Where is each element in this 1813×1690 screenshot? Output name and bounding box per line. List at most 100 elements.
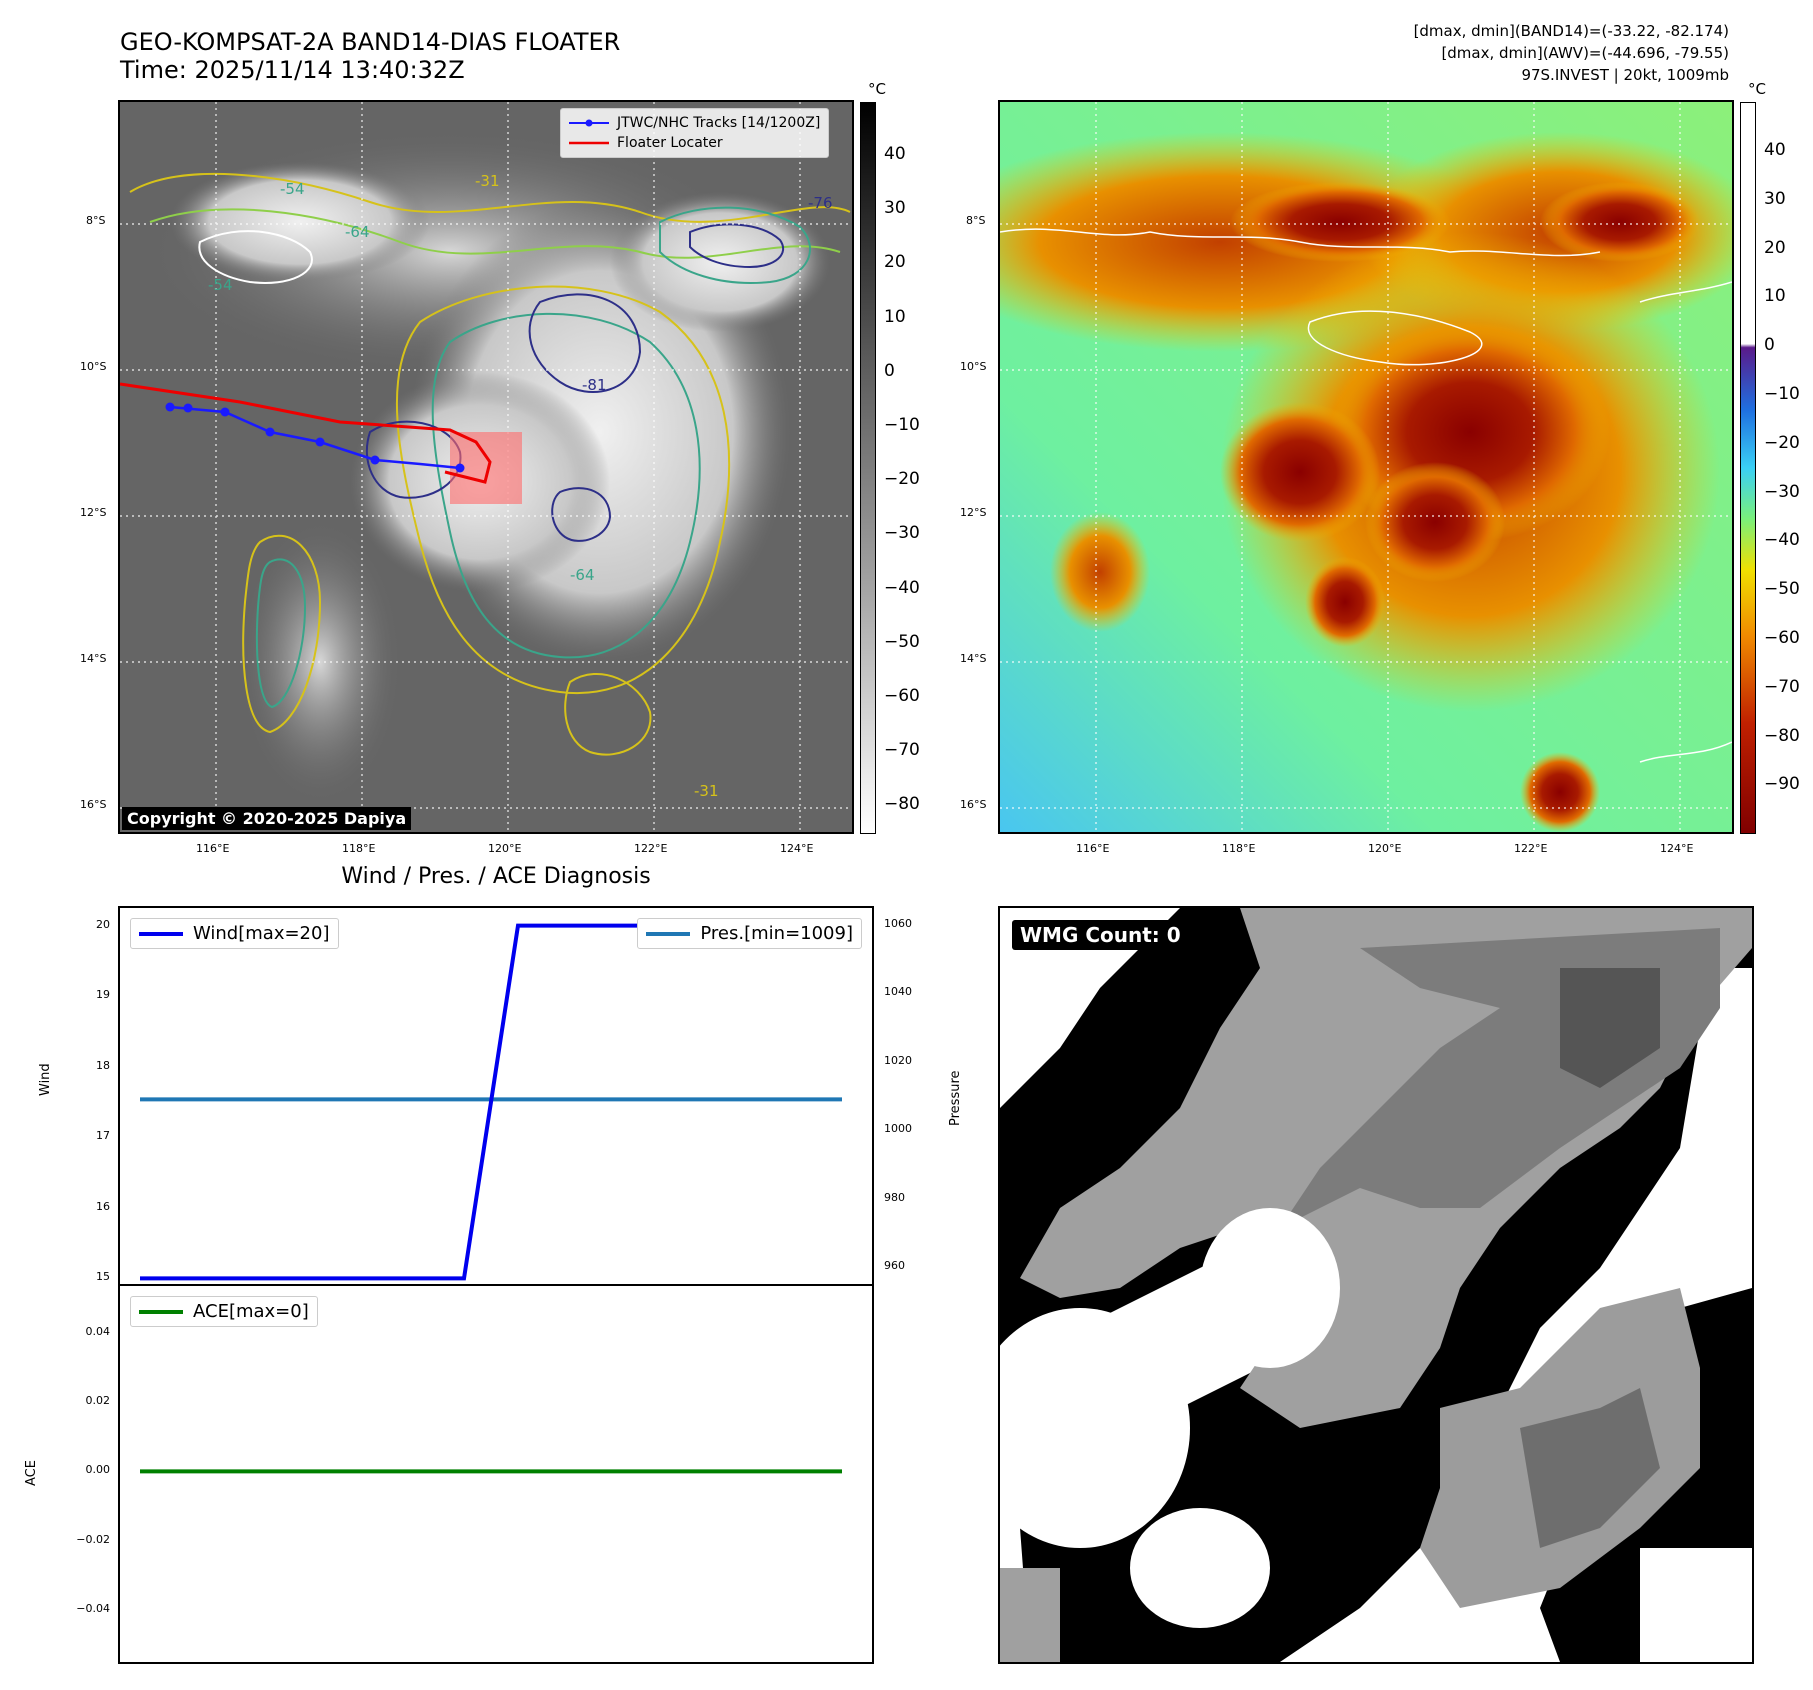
awv-map-image (1000, 102, 1732, 832)
legend-row-floater: Floater Locater (569, 133, 820, 153)
pressure-axis-label: Pressure (948, 1070, 963, 1126)
legend-floater-swatch (569, 141, 609, 145)
lon-label: 124°E (780, 842, 814, 855)
lon-label: 122°E (1514, 842, 1548, 855)
ace-axis-label: ACE (24, 1460, 39, 1486)
lat-label: 16°S (960, 798, 987, 811)
svg-text:-54: -54 (208, 276, 233, 294)
track-point (265, 427, 275, 437)
colorbar-tick-label: −10 (1764, 384, 1800, 404)
wmg-panel: WMG Count: 0 (998, 906, 1754, 1664)
lon-label: 120°E (1368, 842, 1402, 855)
track-point (315, 437, 325, 447)
track-point (455, 463, 465, 473)
legend-tracks-label: JTWC/NHC Tracks [14/1200Z] (617, 115, 821, 131)
lon-label: 124°E (1660, 842, 1694, 855)
colorbar-tick-label: 30 (884, 198, 906, 219)
lon-label: 116°E (1076, 842, 1110, 855)
ace-legend: ACE[max=0] (130, 1296, 318, 1327)
wind-legend-swatch (139, 931, 183, 936)
colorbar-tick-label: 0 (1764, 335, 1775, 356)
lat-label: 12°S (80, 506, 107, 519)
wind-pressure-plot: Wind[max=20] Pres.[min=1009] (118, 906, 874, 1286)
lon-label: 122°E (634, 842, 668, 855)
colorbar-tick-label: −40 (884, 577, 920, 598)
colorbar-tick-label: 40 (884, 144, 906, 164)
colorbar-tick-label: −10 (884, 415, 920, 435)
ace-tick-label: 0.00 (85, 1463, 111, 1477)
ace-tick-label: 0.04 (85, 1324, 111, 1338)
colorbar-tick-label: −90 (1764, 774, 1800, 795)
figure-title: GEO-KOMPSAT-2A BAND14-DIAS FLOATER (120, 28, 621, 56)
track-point (220, 407, 230, 417)
pressure-legend-swatch (646, 931, 691, 936)
copyright-notice: Copyright © 2020-2025 Dapiya (122, 807, 412, 830)
legend-tracks-swatch (569, 119, 609, 127)
wind-axis-label: Wind (38, 1063, 53, 1096)
colorbar-tick-label: 20 (1764, 237, 1786, 258)
storm-info: 97S.INVEST | 20kt, 1009mb (1521, 66, 1729, 84)
pressure-tick-label: 1040 (884, 985, 912, 999)
ace-plot: ACE[max=0] (118, 1284, 874, 1664)
ace-legend-swatch (139, 1309, 183, 1314)
ir-colorbar (860, 102, 876, 834)
svg-text:-31: -31 (694, 782, 719, 800)
lat-label: 10°S (80, 360, 107, 373)
legend-row-tracks: JTWC/NHC Tracks [14/1200Z] (569, 113, 820, 133)
colorbar-tick-label: −20 (1764, 432, 1800, 453)
colorbar-tick-label: 0 (884, 360, 895, 381)
colorbar-tick-label: −60 (884, 686, 920, 706)
colorbar-tick-label: −60 (1764, 628, 1800, 648)
lon-label: 118°E (342, 842, 376, 855)
colorbar-tick-label: −30 (884, 523, 920, 544)
colorbar-tick-label: −40 (1764, 530, 1800, 551)
wind-tick-label: 16 (96, 1199, 110, 1213)
pressure-legend: Pres.[min=1009] (637, 918, 862, 949)
lon-label: 118°E (1222, 842, 1256, 855)
colorbar-tick-label: −80 (884, 794, 920, 815)
ir-colorbar-unit: °C (868, 80, 886, 98)
lat-label: 16°S (80, 798, 107, 811)
colorbar-tick-label: −50 (884, 631, 920, 652)
lat-label: 14°S (960, 652, 987, 665)
ace-tick-label: −0.04 (76, 1602, 110, 1616)
floater-track-line (120, 382, 492, 484)
svg-text:-64: -64 (345, 223, 370, 241)
lon-label: 120°E (488, 842, 522, 855)
wind-tick-label: 17 (96, 1129, 110, 1143)
svg-text:-31: -31 (475, 172, 500, 190)
wmg-count-label: WMG Count: 0 (1012, 920, 1189, 950)
colorbar-tick-label: 40 (1764, 140, 1786, 160)
wind-legend-label: Wind[max=20] (193, 923, 330, 944)
wind-pressure-svg (140, 923, 842, 1281)
wind-legend: Wind[max=20] (130, 918, 339, 949)
wind-line (140, 923, 842, 1281)
pressure-tick-label: 1020 (884, 1053, 912, 1067)
lat-label: 12°S (960, 506, 987, 519)
colorbar-tick-label: −50 (1764, 579, 1800, 600)
map-legend: JTWC/NHC Tracks [14/1200Z] Floater Locat… (560, 108, 830, 158)
track-point (370, 455, 380, 465)
awv-colorbar (1740, 102, 1756, 834)
ir-map-image: -54 -64 -31 -76 -81 -54 -64 -31 (120, 102, 852, 832)
ace-svg (140, 1469, 842, 1474)
awv-colorbar-unit: °C (1748, 80, 1766, 98)
svg-text:-76: -76 (808, 194, 833, 212)
dmax-dmin-band14: [dmax, dmin](BAND14)=(-33.22, -82.174) (1413, 22, 1729, 40)
wind-tick-label: 20 (96, 917, 110, 931)
svg-text:-64: -64 (570, 566, 595, 584)
ace-legend-label: ACE[max=0] (193, 1301, 309, 1322)
lon-label: 116°E (196, 842, 230, 855)
pressure-tick-label: 960 (884, 1258, 905, 1272)
colorbar-tick-label: 10 (1764, 286, 1786, 307)
colorbar-tick-label: −30 (1764, 481, 1800, 502)
lat-label: 8°S (966, 214, 986, 227)
diagnosis-title: Wind / Pres. / ACE Diagnosis (341, 864, 651, 889)
svg-text:-81: -81 (582, 376, 607, 394)
figure-time: Time: 2025/11/14 13:40:32Z (120, 56, 465, 84)
ace-tick-label: −0.02 (76, 1532, 110, 1546)
colorbar-tick-label: −70 (884, 740, 920, 761)
colorbar-tick-label: 10 (884, 306, 906, 327)
colorbar-tick-label: −20 (884, 469, 920, 490)
pressure-tick-label: 980 (884, 1190, 905, 1204)
